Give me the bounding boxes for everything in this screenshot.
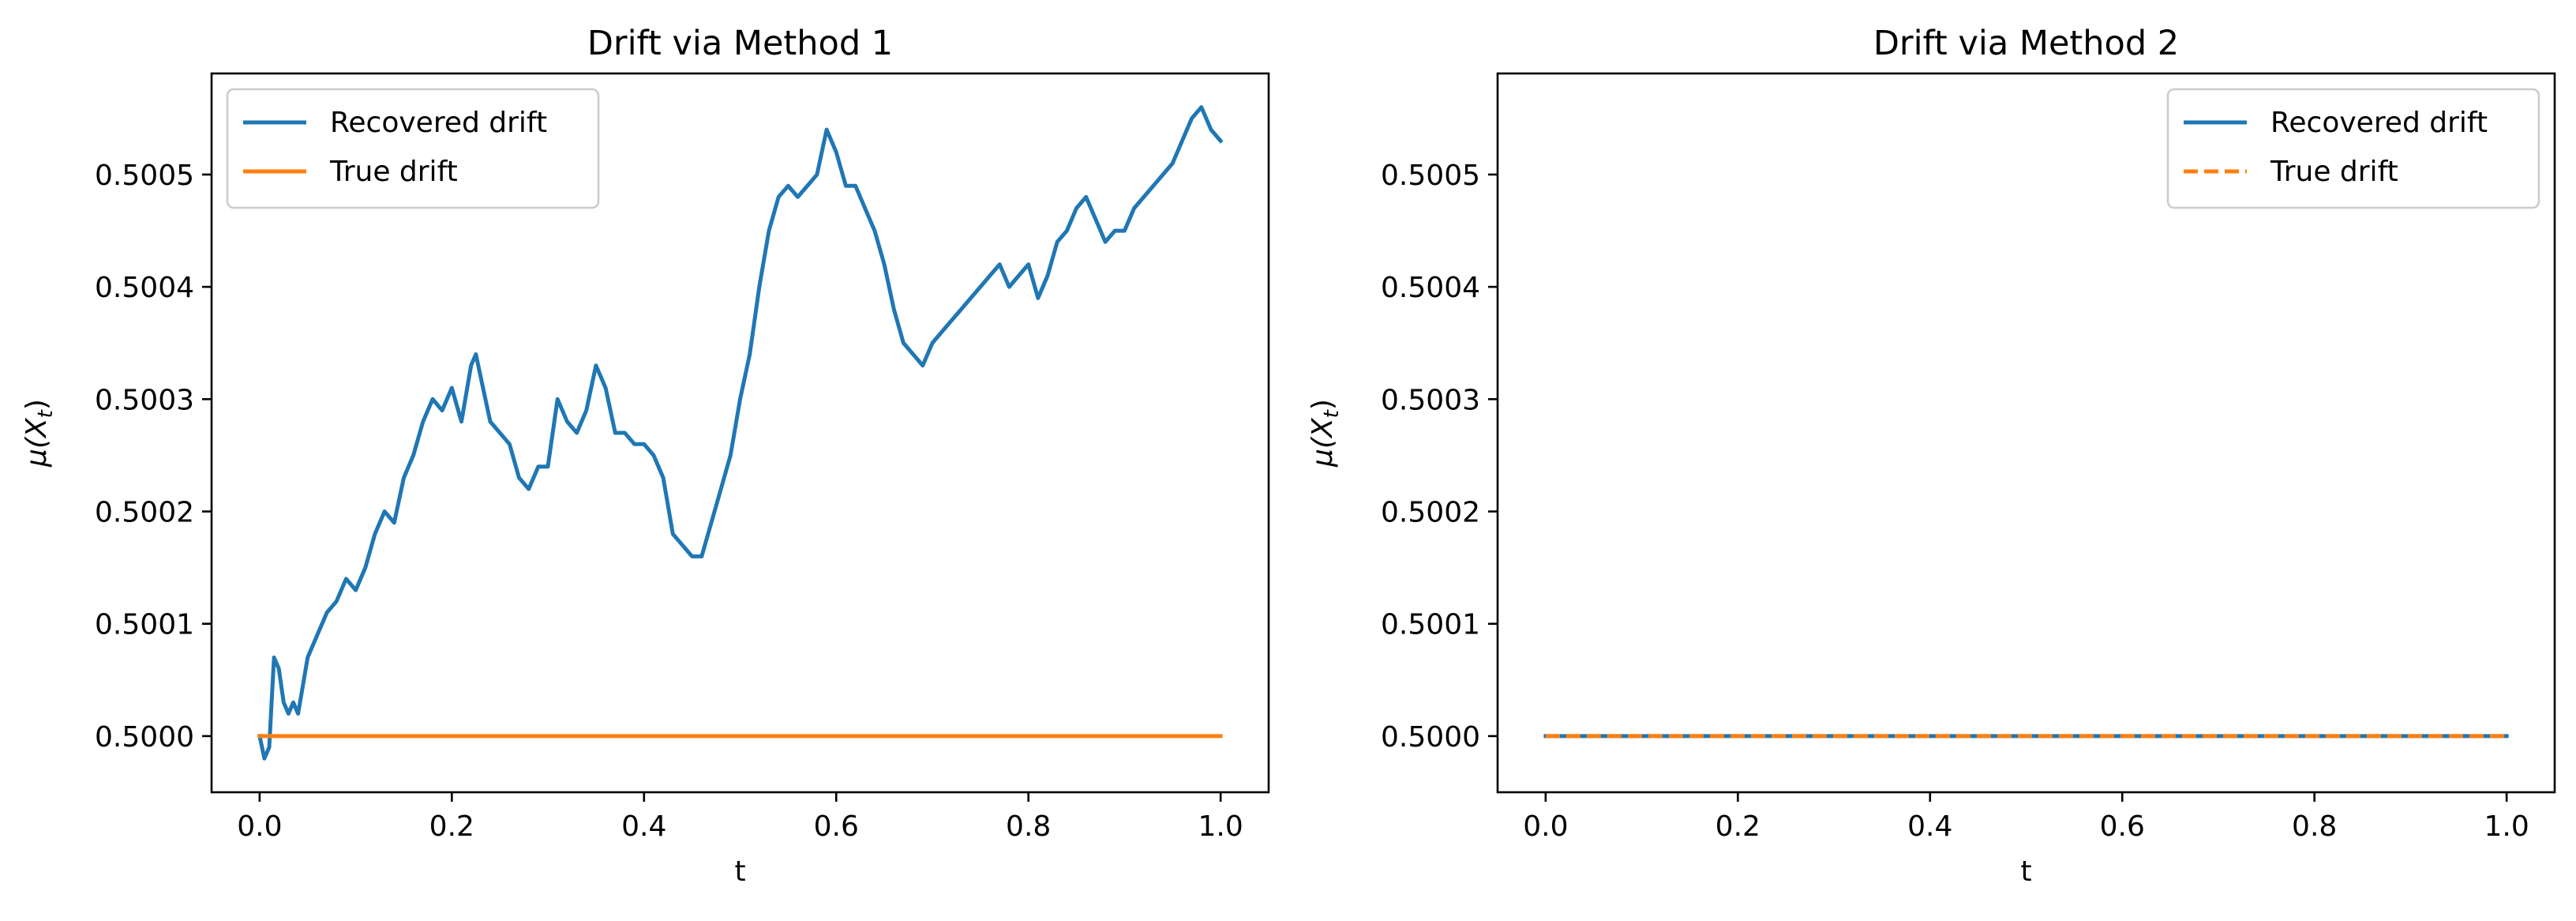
- x-tick-label: 0.8: [1006, 810, 1051, 843]
- plot-frame: [1496, 72, 2556, 794]
- x-tick-label: 0.6: [2100, 810, 2145, 843]
- y-tick-label: 0.5001: [95, 609, 194, 641]
- x-tick-label: 0.6: [814, 810, 859, 843]
- y-axis-label: μ(Xt): [1307, 399, 1344, 468]
- legend: Recovered drift True drift: [2166, 88, 2540, 209]
- y-tick-label: 0.5000: [95, 721, 194, 754]
- legend-box: [226, 88, 600, 209]
- y-tick-label: 0.5002: [95, 497, 194, 529]
- chart-panel-2: 0.0 0.2 0.4 0.6 0.8 1.0 0.5000 0.5001 0.5002 0.50…: [1307, 24, 2556, 888]
- legend-label: Recovered drift: [2270, 107, 2488, 139]
- series-line-recovered-drift: [257, 105, 1224, 761]
- x-tick-label: 0.4: [621, 810, 666, 843]
- x-tick-label: 0.4: [1907, 810, 1952, 843]
- legend-label: True drift: [329, 156, 458, 188]
- legend: Recovered drift True drift: [226, 88, 600, 209]
- chart-title: Drift via Method 2: [1873, 24, 2179, 63]
- x-tick-label: 1.0: [2484, 810, 2529, 843]
- y-tick-label: 0.5005: [95, 160, 194, 192]
- y-tick-label: 0.5005: [1381, 160, 1480, 192]
- x-tick-label: 0.8: [2292, 810, 2337, 843]
- y-tick-label: 0.5001: [1381, 609, 1480, 641]
- chart-panel-1: 0.0 0.2 0.4 0.6 0.8 1.0 0.5000 0.5001 0.5002 0.50…: [21, 24, 1270, 888]
- y-axis-label: μ(Xt): [21, 399, 58, 468]
- legend-label: True drift: [2270, 156, 2398, 188]
- y-tick-label: 0.5003: [95, 384, 194, 416]
- x-tick-label: 1.0: [1198, 810, 1243, 843]
- y-tick-label: 0.5004: [95, 272, 194, 304]
- x-axis-label: t: [734, 855, 745, 888]
- x-tick-label: 0.2: [1715, 810, 1760, 843]
- x-tick-label: 0.0: [1523, 810, 1568, 843]
- y-tick-label: 0.5002: [1381, 497, 1480, 529]
- y-tick-label: 0.5000: [1381, 721, 1480, 754]
- y-tick-label: 0.5004: [1381, 272, 1480, 304]
- legend-label: Recovered drift: [330, 107, 547, 139]
- x-tick-label: 0.0: [237, 810, 282, 843]
- legend-box: [2166, 88, 2540, 209]
- x-axis-label: t: [2020, 855, 2031, 888]
- chart-title: Drift via Method 1: [587, 24, 893, 63]
- plot-frame: [210, 72, 1270, 794]
- x-tick-label: 0.2: [429, 810, 474, 843]
- y-tick-label: 0.5003: [1381, 384, 1480, 416]
